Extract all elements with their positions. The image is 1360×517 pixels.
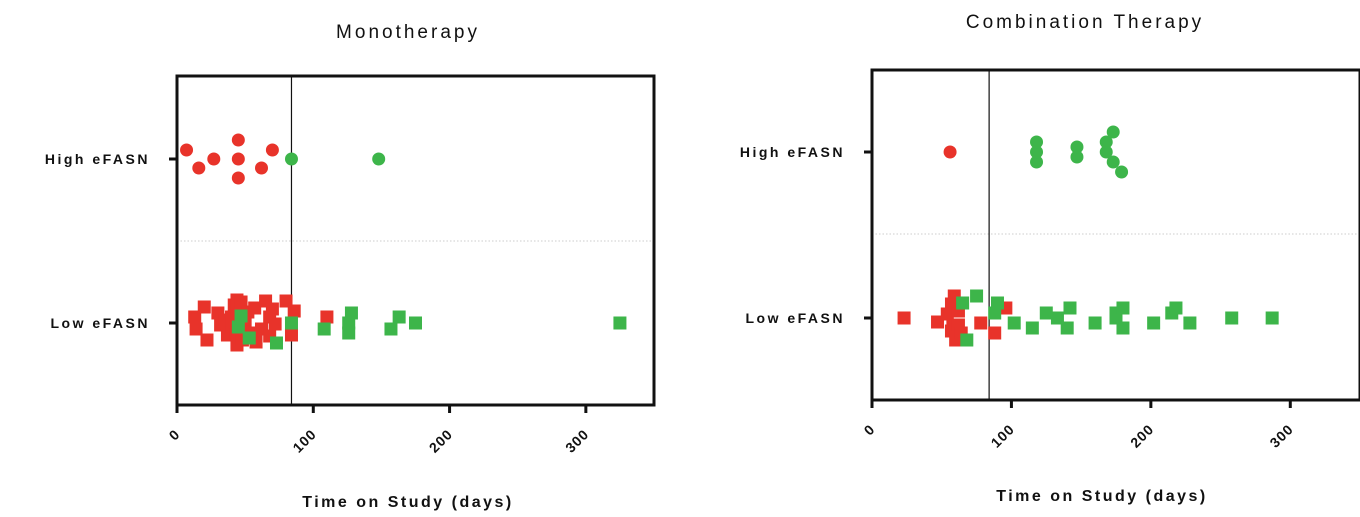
y-category-label: High eFASN — [740, 144, 845, 160]
data-point-green-square — [1039, 306, 1053, 320]
data-point-red-square — [279, 294, 293, 308]
y-category-label: High eFASN — [45, 151, 150, 167]
data-point-red-square — [268, 317, 282, 331]
plot-frame — [175, 74, 656, 407]
data-point-green-square — [234, 309, 248, 323]
data-point-green-square — [970, 289, 984, 303]
data-point-green-square — [317, 322, 331, 336]
chart-title: Combination Therapy — [966, 12, 1204, 33]
data-point-green-square — [1225, 311, 1239, 325]
data-point-green-square — [1183, 316, 1197, 330]
data-point-green-square — [344, 306, 358, 320]
data-point-green-square — [269, 336, 283, 350]
data-point-red-circle — [231, 152, 245, 166]
data-point-red-circle — [231, 133, 245, 147]
data-point-green-square — [1265, 311, 1279, 325]
data-point-green-square — [988, 306, 1002, 320]
x-axis-label: Time on Study (days) — [996, 488, 1208, 505]
x-tick-label: 100 — [289, 426, 319, 456]
data-point-green-square — [990, 296, 1004, 310]
chart-title: Monotherapy — [336, 22, 480, 43]
data-point-red-circle — [231, 171, 245, 185]
chart-panel-2: Combination Therapy High eFASN Low eFASN 0 1… — [740, 12, 1360, 505]
data-point-red-square — [320, 310, 334, 324]
data-point-green-square — [1050, 311, 1064, 325]
data-point-green-circle — [1030, 145, 1044, 159]
data-point-green-square — [1116, 301, 1130, 315]
x-tick-label: 200 — [1127, 421, 1157, 451]
x-tick-label: 300 — [562, 426, 592, 456]
x-axis-label: Time on Study (days) — [302, 494, 514, 511]
data-point-green-circle — [1106, 125, 1120, 139]
data-point-red-square — [974, 316, 988, 330]
data-point-green-square — [1060, 321, 1074, 335]
data-point-green-circle — [1099, 145, 1113, 159]
data-point-green-square — [1169, 301, 1183, 315]
data-point-green-circle — [1030, 135, 1044, 149]
data-point-red-square — [988, 326, 1002, 340]
x-tick-label: 200 — [426, 426, 456, 456]
data-point-red-square — [931, 315, 945, 329]
data-point-red-square — [189, 322, 203, 336]
data-point-green-square — [392, 310, 406, 324]
data-point-green-square — [1063, 301, 1077, 315]
plot-frame — [870, 68, 1360, 402]
x-tick-label: 100 — [988, 421, 1018, 451]
data-point-green-circle — [1106, 155, 1120, 169]
data-point-green-circle — [372, 152, 386, 166]
data-point-red-square — [287, 304, 301, 318]
data-point-green-square — [1147, 316, 1161, 330]
data-point-red-square — [248, 301, 262, 315]
data-point-green-square — [342, 316, 356, 330]
data-point-green-circle — [1115, 165, 1129, 179]
data-point-green-square — [1007, 316, 1021, 330]
data-point-green-circle — [1099, 135, 1113, 149]
data-point-red-square — [200, 333, 214, 347]
data-point-red-circle — [192, 161, 206, 175]
data-point-red-square — [897, 311, 911, 325]
data-point-green-square — [1116, 321, 1130, 335]
data-point-green-square — [242, 331, 256, 345]
data-point-green-square — [956, 296, 970, 310]
data-point-green-square — [384, 322, 398, 336]
data-point-green-square — [1025, 321, 1039, 335]
data-point-red-circle — [180, 143, 194, 157]
data-point-red-square — [197, 300, 211, 314]
y-category-label: Low eFASN — [50, 315, 150, 331]
data-point-green-square — [613, 316, 627, 330]
x-tick-label: 300 — [1266, 421, 1296, 451]
data-point-green-square — [1088, 316, 1102, 330]
data-point-green-square — [960, 333, 974, 347]
x-tick-label: 0 — [166, 426, 184, 444]
y-category-label: Low eFASN — [745, 310, 845, 326]
data-point-green-square — [231, 320, 245, 334]
x-tick-label: 0 — [861, 421, 879, 439]
data-point-green-square — [342, 326, 356, 340]
data-point-green-circle — [1070, 150, 1084, 164]
data-point-red-circle — [943, 145, 957, 159]
chart-panel-1: Monotherapy High eFASN Low eFASN 0 100 200 300… — [45, 22, 656, 511]
data-point-red-square — [234, 295, 248, 309]
data-point-green-circle — [1030, 155, 1044, 169]
data-point-red-circle — [207, 152, 221, 166]
data-point-green-circle — [284, 152, 298, 166]
data-point-green-circle — [1070, 140, 1084, 154]
data-point-green-square — [409, 316, 422, 330]
data-point-red-square — [284, 328, 298, 342]
data-point-red-square — [265, 302, 279, 316]
data-point-red-square — [188, 310, 202, 324]
data-point-red-circle — [254, 161, 268, 175]
data-point-green-square — [284, 316, 298, 330]
data-point-red-square — [940, 307, 954, 321]
data-point-red-circle — [265, 143, 279, 157]
